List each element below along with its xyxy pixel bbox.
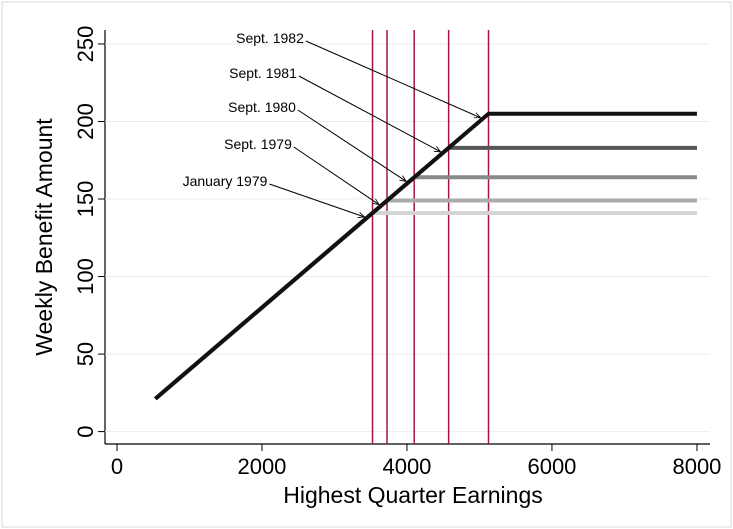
- annotation: Sept. 1979: [224, 136, 292, 152]
- annotation-arrow: [305, 40, 481, 119]
- x-tick-label: 0: [111, 454, 123, 479]
- annotation-arrow: [298, 75, 441, 152]
- y-tick-label: 200: [73, 103, 98, 140]
- x-tick-label: 8000: [672, 454, 721, 479]
- annotation: Sept. 1981: [229, 65, 297, 81]
- y-tick-label: 50: [73, 342, 98, 366]
- annotation: Sept. 1980: [228, 99, 296, 115]
- x-tick-label: 2000: [237, 454, 286, 479]
- x-axis-title: Highest Quarter Earnings: [283, 482, 543, 508]
- annotation-arrow: [293, 146, 379, 205]
- annotation: January 1979: [183, 173, 268, 189]
- x-tick-label: 4000: [382, 454, 431, 479]
- y-tick-label: 0: [73, 425, 98, 437]
- annotation-arrow: [297, 109, 406, 181]
- y-tick-label: 150: [73, 181, 98, 218]
- series-line: [154, 111, 697, 401]
- x-tick-label: 6000: [527, 454, 576, 479]
- y-axis-title: Weekly Benefit Amount: [31, 118, 57, 356]
- y-tick-label: 250: [73, 26, 98, 63]
- annotation-arrow: [269, 183, 364, 217]
- annotation: Sept. 1982: [236, 30, 304, 46]
- y-tick-label: 100: [73, 258, 98, 295]
